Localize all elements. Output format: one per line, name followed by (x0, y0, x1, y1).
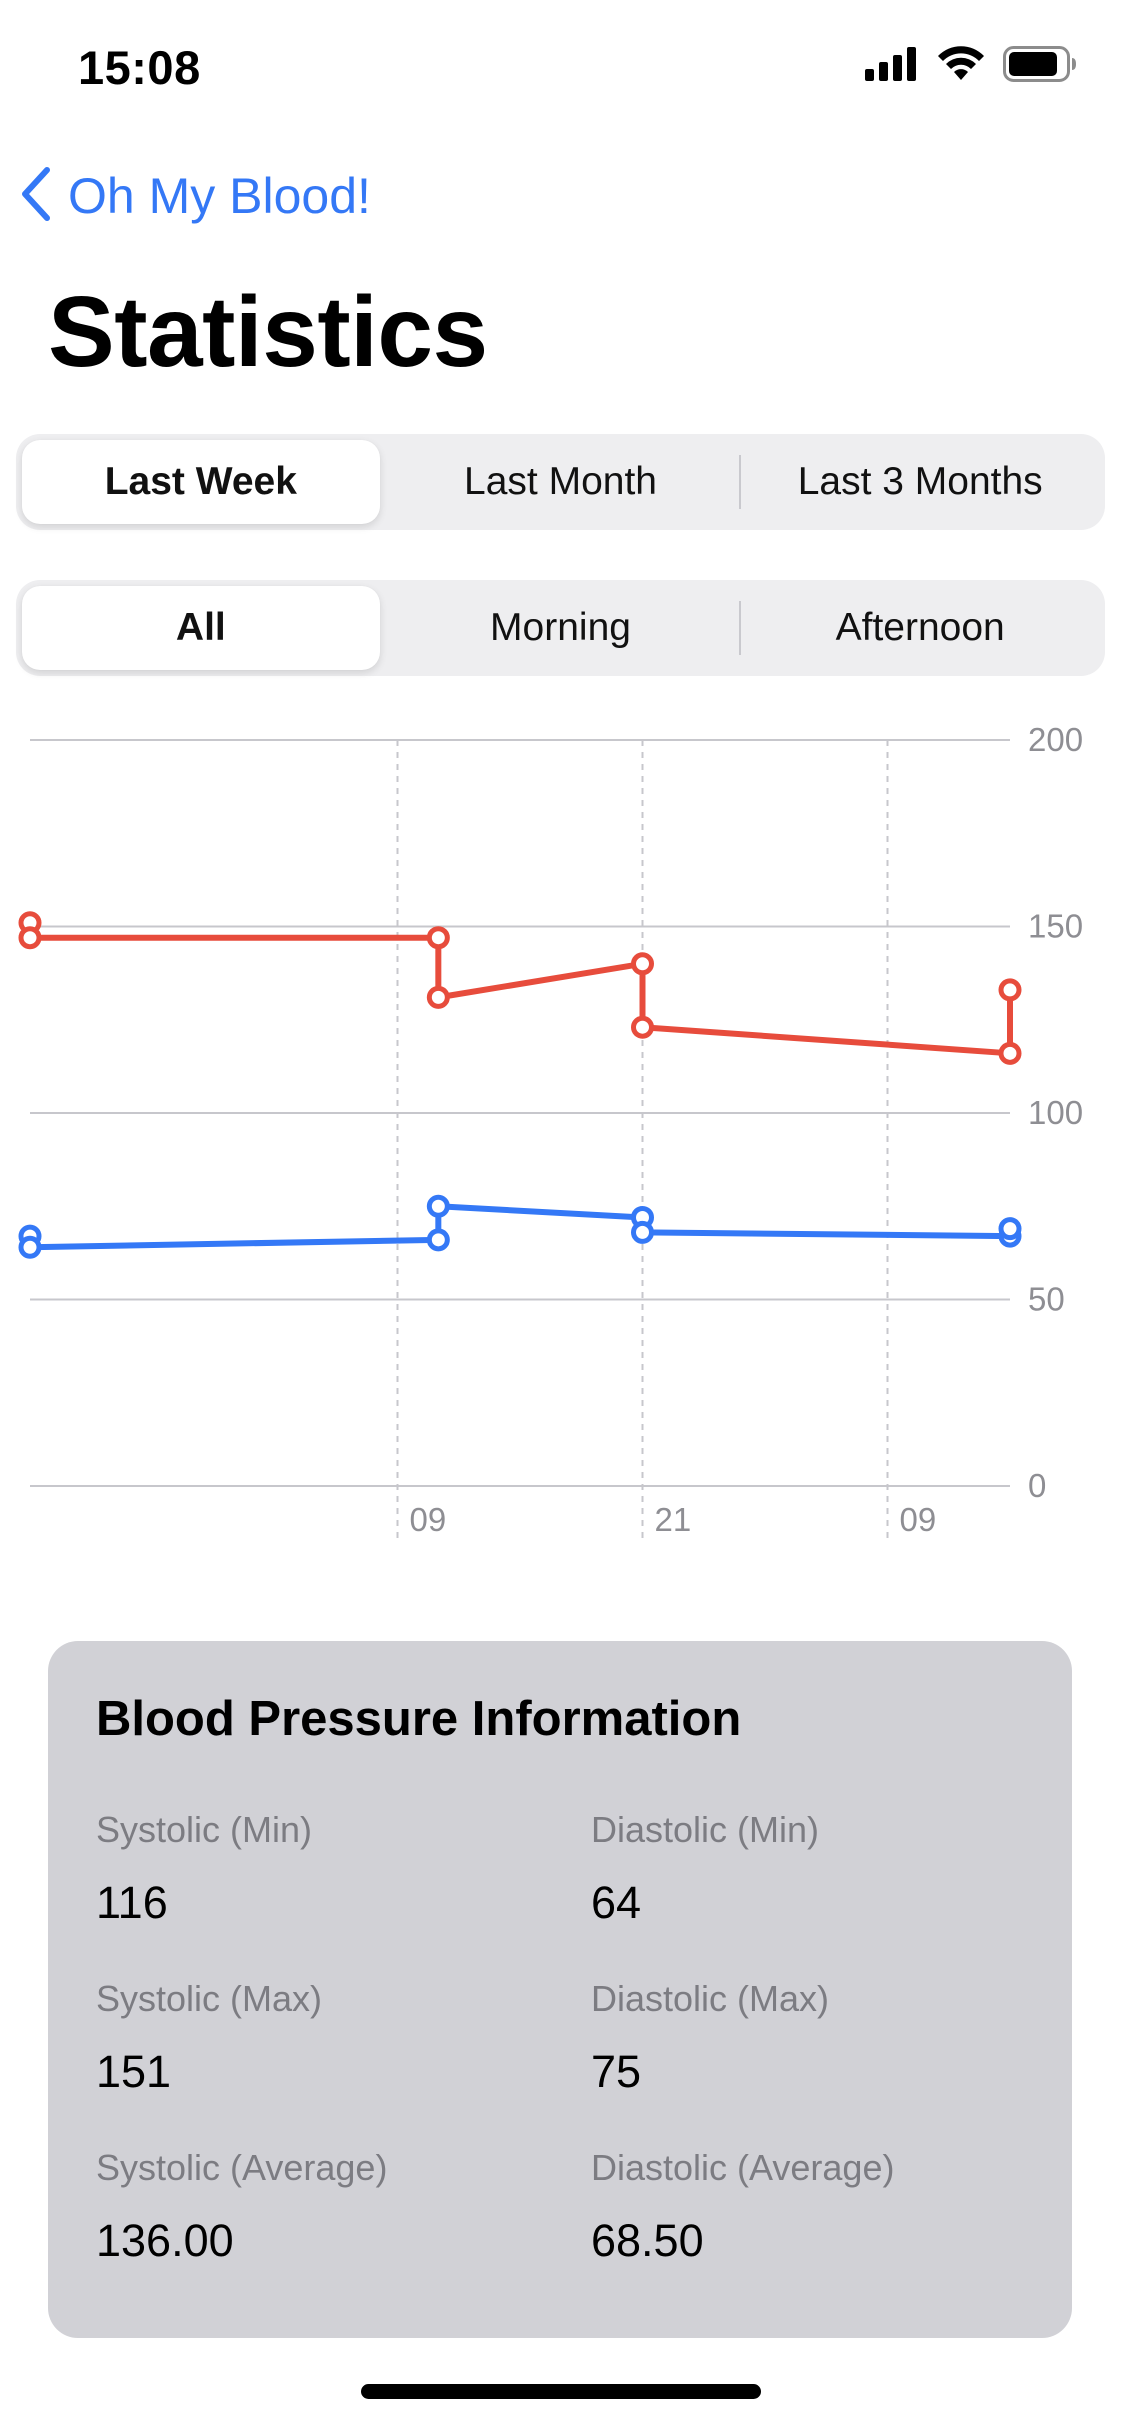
diastolic-max-label: Diastolic (Max) (591, 1978, 830, 2019)
back-button[interactable]: Oh My Blood! (20, 160, 371, 232)
status-bar: 15:08 (0, 0, 1125, 132)
systolic-data-point (18, 926, 42, 950)
y-tick-label: 200 (1028, 721, 1083, 758)
blood-pressure-chart-svg: 0 50 100 150 200 09 21 09 (18, 721, 1083, 1538)
wifi-icon (937, 45, 985, 87)
diastolic-min-label: Diastolic (Min) (591, 1809, 820, 1850)
diastolic-data-point (426, 1194, 450, 1218)
segment-divider (739, 601, 742, 655)
segment-all[interactable]: All (22, 586, 380, 670)
x-tick-label: 09 (900, 1501, 937, 1538)
systolic-min-value: 116 (96, 1877, 168, 1928)
systolic-data-point (998, 1041, 1022, 1065)
diastolic-series-line (27, 1203, 1013, 1251)
status-icons (865, 45, 1077, 87)
systolic-max-label: Systolic (Max) (96, 1978, 323, 2019)
diastolic-max-value: 75 (591, 2046, 642, 2097)
systolic-max-stat: Systolic (Max) 151 (96, 1978, 556, 2098)
systolic-average-stat: Systolic (Average) 136.00 (96, 2147, 556, 2267)
diastolic-min-value: 64 (591, 1877, 642, 1928)
diastolic-data-point (998, 1217, 1022, 1241)
diastolic-average-value: 68.50 (591, 2215, 704, 2266)
back-button-label: Oh My Blood! (68, 168, 371, 224)
chevron-left-icon (20, 166, 52, 227)
time-of-day-segmented-control: All Morning Afternoon (16, 580, 1105, 676)
systolic-data-point (426, 926, 450, 950)
systolic-min-stat: Systolic (Min) 116 (96, 1809, 556, 1929)
period-segmented-control: Last Week Last Month Last 3 Months (16, 434, 1105, 530)
diastolic-average-stat: Diastolic (Average) 68.50 (591, 2147, 1051, 2267)
diastolic-max-stat: Diastolic (Max) 75 (591, 1978, 1051, 2098)
page-title: Statistics (48, 276, 488, 388)
systolic-series-line (27, 919, 1013, 1057)
y-tick-label: 100 (1028, 1094, 1083, 1131)
diastolic-data-point (426, 1228, 450, 1252)
home-indicator (361, 2384, 761, 2399)
cellular-signal-icon (865, 46, 919, 86)
x-tick-label: 09 (410, 1501, 447, 1538)
systolic-average-value: 136.00 (96, 2215, 234, 2266)
info-card-title: Blood Pressure Information (96, 1692, 742, 1746)
segment-afternoon[interactable]: Afternoon (835, 606, 1005, 649)
blood-pressure-info-card: Blood Pressure Information Systolic (Min… (48, 1641, 1072, 2338)
systolic-average-label: Systolic (Average) (96, 2147, 388, 2188)
diastolic-min-stat: Diastolic (Min) 64 (591, 1809, 1051, 1929)
segment-morning[interactable]: Morning (490, 606, 631, 649)
systolic-max-value: 151 (96, 2046, 172, 2097)
y-tick-label: 0 (1028, 1467, 1046, 1504)
systolic-data-point (998, 978, 1022, 1002)
systolic-min-label: Systolic (Min) (96, 1809, 313, 1850)
diastolic-average-label: Diastolic (Average) (591, 2147, 895, 2188)
diastolic-data-point (18, 1235, 42, 1259)
blood-pressure-chart: 0 50 100 150 200 09 21 09 (0, 700, 1125, 1560)
segment-last-3-months[interactable]: Last 3 Months (797, 460, 1043, 503)
x-tick-label: 21 (655, 1501, 692, 1538)
battery-icon (1003, 45, 1077, 87)
systolic-data-point (426, 985, 450, 1009)
diastolic-data-point (631, 1220, 654, 1244)
status-time: 15:08 (78, 41, 201, 94)
systolic-data-point (631, 1015, 654, 1039)
segment-last-week[interactable]: Last Week (22, 440, 380, 524)
y-tick-label: 50 (1028, 1281, 1065, 1318)
segment-last-month[interactable]: Last Month (464, 460, 657, 503)
systolic-data-point (631, 952, 654, 976)
segment-divider (739, 455, 742, 509)
y-tick-label: 150 (1028, 908, 1083, 945)
